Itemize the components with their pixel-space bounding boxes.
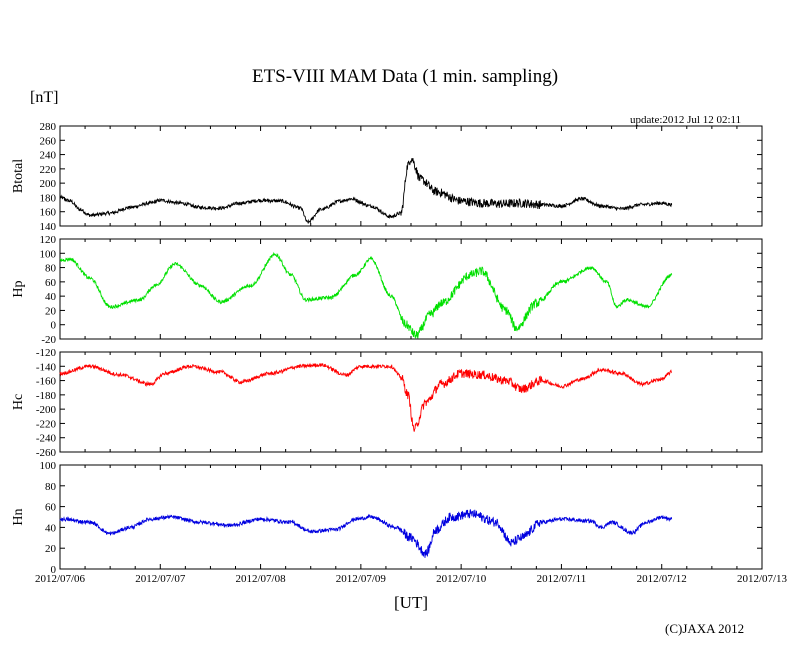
panel-label-hc: Hc	[11, 394, 26, 410]
ytick-label-hn: 0	[51, 564, 57, 576]
ytick-label-hp: 80	[45, 263, 57, 275]
ytick-label-btotal: 260	[40, 135, 57, 147]
series-line-btotal	[59, 158, 673, 224]
xtick-label: 2012/07/07	[135, 573, 186, 585]
x-unit-label: [UT]	[394, 593, 428, 612]
ytick-label-hc: -180	[36, 390, 57, 402]
ytick-label-hc: -220	[36, 418, 57, 430]
xtick-label: 2012/07/10	[436, 573, 487, 585]
ytick-label-btotal: 280	[40, 121, 57, 133]
panel-frame-hp	[59, 238, 763, 340]
ytick-label-btotal: 160	[40, 207, 57, 219]
ytick-label-hp: 100	[40, 248, 57, 260]
copyright-text: (C)JAXA 2012	[665, 621, 745, 636]
ytick-label-hc: -160	[36, 376, 57, 388]
y-unit-label: [nT]	[30, 89, 59, 106]
ytick-label-hc: -240	[36, 433, 57, 445]
series-line-hc	[59, 362, 673, 432]
ytick-label-btotal: 140	[40, 221, 57, 233]
xtick-label: 2012/07/09	[336, 573, 387, 585]
panel-frame-hc	[59, 351, 763, 453]
ytick-label-hn: 20	[45, 543, 57, 555]
series-line-hp	[59, 251, 673, 340]
ytick-label-btotal: 240	[40, 150, 57, 162]
panel-frame-btotal	[59, 125, 763, 227]
xtick-label: 2012/07/11	[537, 573, 587, 585]
ytick-label-hc: -260	[36, 447, 57, 459]
ytick-label-hn: 80	[45, 481, 57, 493]
ytick-label-hp: 0	[51, 320, 57, 332]
chart-title: ETS-VIII MAM Data (1 min. sampling)	[251, 66, 559, 87]
series-line-hn	[59, 509, 673, 558]
ytick-label-btotal: 200	[40, 178, 57, 190]
ytick-label-hp: 120	[40, 234, 57, 246]
ytick-label-hc: -140	[36, 361, 57, 373]
panel-label-btotal: Btotal	[11, 159, 26, 193]
update-timestamp: update:2012 Jul 12 02:11	[630, 114, 742, 126]
ytick-label-hp: -20	[41, 334, 56, 346]
xtick-label: 2012/07/06	[35, 573, 86, 585]
ytick-label-hn: 40	[45, 522, 57, 534]
panel-label-hp: Hp	[11, 280, 26, 297]
panel-label-hn: Hn	[11, 508, 26, 525]
xtick-label: 2012/07/13	[737, 573, 788, 585]
ytick-label-hc: -200	[36, 404, 57, 416]
xtick-label: 2012/07/12	[637, 573, 687, 585]
ytick-label-hp: 40	[45, 291, 57, 303]
xtick-label: 2012/07/08	[236, 573, 287, 585]
ytick-label-btotal: 180	[40, 192, 57, 204]
ytick-label-hn: 100	[40, 460, 57, 472]
ytick-label-hp: 20	[45, 305, 57, 317]
ytick-label-hn: 60	[45, 502, 57, 514]
ytick-label-btotal: 220	[40, 164, 57, 176]
ytick-label-hc: -120	[36, 347, 57, 359]
ytick-label-hp: 60	[45, 277, 57, 289]
